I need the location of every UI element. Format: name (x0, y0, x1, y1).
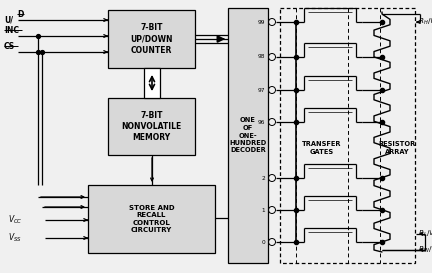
Text: INC: INC (4, 26, 19, 35)
Bar (280, 8, 415, 263)
Text: $R_H/V_H$: $R_H/V_H$ (418, 17, 432, 27)
Text: ONE
OF
ONE-
HUNDRED
DECODER: ONE OF ONE- HUNDRED DECODER (229, 117, 267, 153)
Text: $V_{SS}$: $V_{SS}$ (8, 232, 22, 244)
Text: 1: 1 (261, 207, 265, 212)
Text: 99: 99 (257, 19, 265, 25)
Text: 2: 2 (261, 176, 265, 180)
Text: 98: 98 (257, 55, 265, 60)
Text: RESISTOR
ARRAY: RESISTOR ARRAY (378, 141, 416, 155)
Bar (144, 68, 160, 98)
Bar (88, 185, 215, 253)
Bar (108, 98, 195, 155)
Text: 7-BIT
UP/DOWN
COUNTER: 7-BIT UP/DOWN COUNTER (130, 23, 173, 55)
Text: TRANSFER
GATES: TRANSFER GATES (302, 141, 342, 155)
Text: D: D (17, 10, 23, 19)
Text: $V_{CC}$: $V_{CC}$ (8, 214, 22, 226)
Text: CS: CS (4, 42, 15, 51)
Text: $R_W/V_W$: $R_W/V_W$ (418, 245, 432, 255)
Text: U/: U/ (4, 16, 13, 25)
Text: 97: 97 (257, 88, 265, 93)
Text: 7-BIT
NONVOLATILE
MEMORY: 7-BIT NONVOLATILE MEMORY (121, 111, 181, 142)
Bar (108, 10, 195, 68)
Text: 0: 0 (261, 239, 265, 245)
Text: STORE AND
RECALL
CONTROL
CIRCUITRY: STORE AND RECALL CONTROL CIRCUITRY (129, 205, 175, 233)
Bar (228, 8, 268, 263)
Text: 96: 96 (257, 120, 265, 124)
Text: $R_L/V_L$: $R_L/V_L$ (418, 229, 432, 239)
